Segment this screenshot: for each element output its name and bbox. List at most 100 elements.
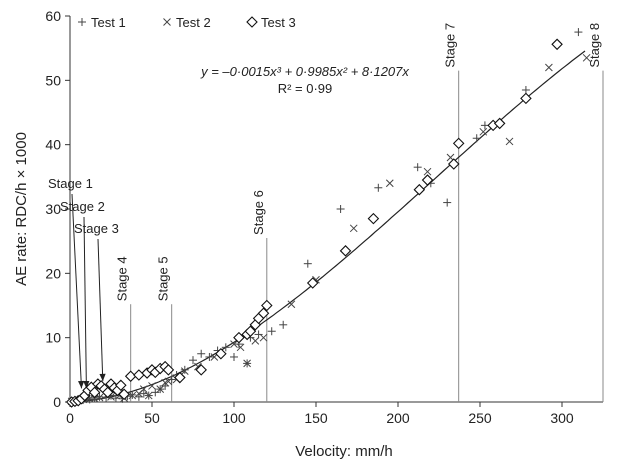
data-point	[339, 245, 352, 257]
legend-label: Test 3	[261, 15, 296, 30]
data-point	[447, 158, 460, 170]
cross-b	[479, 127, 488, 136]
legend-marker	[246, 16, 258, 28]
data-point	[505, 137, 514, 146]
data-point	[233, 331, 245, 344]
cross-b	[230, 340, 238, 348]
stage-arrowhead	[83, 380, 90, 389]
x-tick-label: 50	[144, 410, 160, 426]
stage-markers: Stage 1 Stage 2 Stage 3 Stage 4 Stage 5 Stage…	[48, 23, 604, 402]
data-point	[452, 137, 465, 150]
data-point	[479, 127, 488, 136]
data-point	[144, 391, 153, 400]
x-tick-label: 300	[550, 410, 574, 426]
cross-b	[582, 53, 591, 62]
data-point	[151, 388, 160, 397]
data-point	[139, 385, 148, 393]
cross-b	[107, 392, 115, 401]
y-tick-label: 40	[45, 137, 61, 153]
cross-b	[164, 377, 173, 386]
cross-b	[259, 333, 268, 342]
series-3	[65, 38, 563, 408]
data-point	[244, 325, 257, 338]
data-point	[574, 28, 583, 37]
data-point	[124, 370, 137, 383]
data-point	[267, 327, 276, 336]
data-point	[413, 163, 422, 172]
data-point	[101, 386, 114, 399]
cross-b	[156, 385, 165, 393]
y-tick-label: 0	[53, 394, 61, 410]
data-points-layer	[65, 28, 591, 408]
stage-label: Stage 1	[48, 176, 93, 191]
data-point	[349, 224, 358, 233]
data-point	[582, 53, 591, 62]
series-2	[67, 53, 591, 406]
fit-curve	[69, 50, 586, 403]
data-point	[133, 369, 145, 381]
fit-curve-layer	[69, 50, 586, 403]
stage-label: Stage 8	[587, 23, 602, 68]
data-point	[180, 367, 189, 375]
cross-b	[144, 391, 153, 400]
cross-b	[148, 382, 156, 390]
legend-label: Test 1	[91, 15, 126, 30]
data-point	[443, 198, 452, 207]
stage-label: Stage 7	[443, 23, 458, 68]
data-point	[287, 300, 296, 309]
cross-b	[287, 300, 296, 309]
cross-b	[505, 137, 514, 146]
legend-label: Test 2	[176, 15, 211, 30]
fit-equation-text: y = –0·0015x³ + 0·9985x² + 8·1207x	[200, 64, 409, 79]
data-point	[221, 343, 230, 352]
y-tick-label: 60	[45, 8, 61, 24]
stage-label: Stage 5	[156, 256, 171, 301]
legend-marker	[163, 18, 171, 26]
data-point	[279, 320, 288, 329]
data-point	[164, 377, 173, 386]
cross-b	[243, 359, 251, 368]
stage-arrow	[71, 193, 82, 389]
data-point	[257, 307, 270, 319]
data-point	[520, 92, 532, 105]
data-point	[230, 352, 238, 361]
fit-equation: y = –0·0015x³ + 0·9985x² + 8·1207x R² = …	[200, 64, 409, 96]
data-point	[243, 359, 251, 368]
stage-arrow	[97, 238, 104, 382]
data-point	[88, 386, 101, 399]
data-point	[545, 63, 553, 72]
data-point	[423, 167, 432, 176]
data-point	[259, 333, 268, 342]
cross-b	[349, 224, 358, 233]
cross-b	[163, 18, 171, 26]
data-point	[162, 364, 175, 376]
y-tick-label: 30	[45, 201, 61, 217]
y-axis-title: AE rate: RDC/h × 1000	[13, 132, 30, 286]
x-tick-label: 100	[222, 410, 246, 426]
data-point	[385, 179, 394, 188]
data-point	[115, 379, 127, 392]
data-point	[205, 352, 214, 361]
cross-b	[95, 393, 104, 402]
stage-label: Stage 4	[115, 256, 130, 301]
cross-b	[139, 385, 148, 393]
legend-marker	[78, 18, 86, 26]
cross-b	[128, 391, 137, 400]
data-point	[180, 365, 189, 374]
y-tick-label: 20	[45, 265, 61, 281]
data-point	[174, 371, 186, 384]
data-point	[189, 356, 197, 365]
data-point	[336, 205, 345, 213]
x-tick-label: 200	[386, 410, 410, 426]
stage-arrow	[83, 216, 87, 389]
data-point	[236, 343, 245, 352]
cross-b	[423, 167, 432, 176]
axes-layer: 0 50 100 150 200 250 300 0 10 20 30 40 50 60	[45, 8, 603, 426]
data-point	[374, 183, 383, 192]
data-point	[118, 388, 130, 401]
cross-b	[236, 343, 245, 352]
x-tick-label: 150	[304, 410, 328, 426]
cross-b	[446, 153, 455, 162]
data-point	[195, 364, 207, 376]
